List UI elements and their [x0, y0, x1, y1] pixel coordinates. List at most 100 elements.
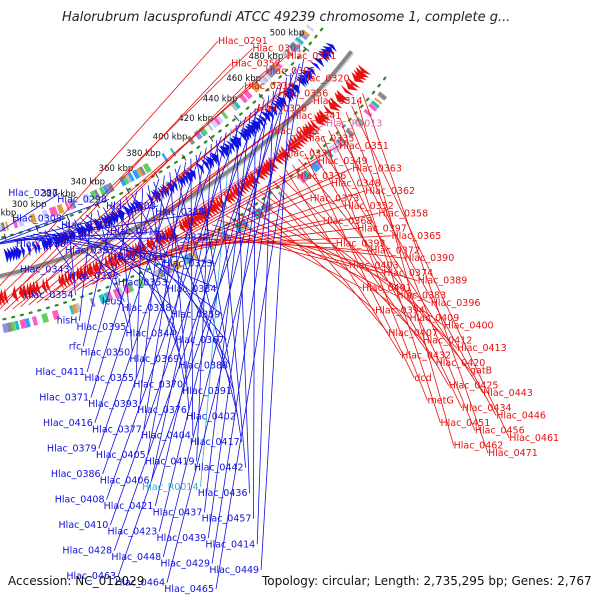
gene-label: Hlac_0436: [198, 488, 248, 499]
cog-block-inner: [200, 126, 209, 136]
ruler-tick-label: 420 kbp: [178, 114, 213, 124]
gene-label: Hlac_0397: [357, 223, 407, 234]
label-leader-line: [351, 105, 510, 439]
gene-label: hisH: [57, 316, 78, 327]
label-leader-line: [143, 161, 186, 430]
label-leader-line: [204, 228, 349, 267]
gene-label: rfc: [69, 341, 81, 352]
gene-label: Hlac_0428: [62, 546, 112, 557]
cog-block-inner: [229, 102, 239, 112]
forward-gene-arrow: [94, 259, 103, 276]
gene-label: dcd: [414, 373, 431, 384]
gene-label: Hlac_0404: [141, 431, 191, 442]
label-leader-line: [0, 218, 65, 244]
label-leader-line: [73, 219, 125, 302]
map-title: Halorubrum lacusprofundi ATCC 49239 chro…: [62, 10, 511, 25]
cog-block-inner: [265, 69, 274, 78]
gene-label: Hlac_0332: [159, 233, 209, 244]
label-leader-line: [235, 124, 250, 494]
cog-block-outer: [377, 91, 388, 101]
reverse-gene-arrow: [150, 190, 158, 204]
gene-label: Hlac_0442: [194, 463, 244, 474]
gene-label: Hlac_0359: [171, 309, 221, 320]
gene-label: Hlac_0367: [175, 335, 225, 346]
forward-gene-arrow: [300, 127, 312, 141]
label-leader-line: [259, 190, 445, 327]
reverse-gene-arrow: [216, 147, 226, 160]
cog-block-inner: [82, 194, 89, 204]
gene-labels: Hlac_0291Hlac_0301Hlac_0321Hlac_0357Hlac…: [8, 36, 559, 595]
reverse-gene-arrow: [132, 200, 140, 214]
label-leader-line: [0, 192, 61, 232]
gene-label: leuS: [102, 297, 123, 308]
gene-label: Hlac_0394: [375, 306, 425, 317]
gene-label: Hlac_0457: [202, 514, 252, 525]
gene-label: Hlac_0439: [157, 533, 207, 544]
forward-gene-arrow: [218, 194, 228, 209]
gene-label: Hlac_0338: [122, 303, 172, 314]
gene-label: Hlac_0417: [190, 437, 240, 448]
gene-label: Hlac_0373: [310, 193, 360, 204]
gene-label: Hlac_0372: [370, 246, 420, 257]
forward-gene-arrow: [117, 250, 125, 267]
reverse-gene-arrow: [200, 158, 210, 172]
forward-gene-arrow: [351, 72, 365, 83]
label-leader-line: [169, 172, 190, 411]
label-leader-line: [108, 204, 227, 341]
label-leader-line: [298, 158, 471, 371]
label-leader-line: [0, 205, 158, 244]
cog-block-inner: [85, 193, 92, 203]
gene-label: Hlac_0312: [61, 220, 111, 231]
gene-label: Hlac_0434: [462, 403, 512, 414]
label-leader-line: [362, 93, 489, 454]
label-leader-line: [117, 68, 296, 577]
cog-block-outer: [368, 103, 378, 112]
ruler-tick-label: 300 kbp: [12, 200, 47, 210]
label-leader-line: [44, 230, 72, 270]
reverse-gene-arrow: [25, 242, 31, 257]
forward-gene-arrow: [28, 281, 35, 299]
ruler-tick: [35, 224, 39, 232]
gene-label: Hlac_0401: [362, 283, 412, 294]
label-leader-line: [20, 85, 245, 308]
forward-gene-arrow: [207, 201, 217, 216]
cog-block-inner: [257, 76, 267, 86]
label-leader-line: [119, 199, 133, 353]
reverse-gene-arrow: [6, 247, 13, 263]
label-leader-line: [100, 160, 318, 282]
label-leader-line: [151, 132, 227, 481]
ruler-tick-label: 440 kbp: [203, 95, 238, 105]
gene-label: Hlac_0348: [331, 178, 381, 189]
label-leader-line: [32, 233, 166, 258]
cog-block-outer: [332, 141, 342, 151]
cog-block-inner: [250, 82, 260, 93]
ruler-tick-label: 320 kbp: [41, 190, 76, 200]
gene-label: Hlac_R0013: [326, 118, 382, 129]
label-leader-line: [82, 202, 116, 347]
label-leader-lines: [0, 40, 510, 590]
forward-gene-arrow: [18, 284, 26, 301]
gene-label: Hlac_0369: [129, 354, 179, 365]
ruler-tick: [181, 154, 187, 161]
ruler-tick: [258, 93, 264, 100]
gene-label: Hlac_0420: [436, 358, 486, 369]
label-leader-line: [216, 140, 246, 468]
gene-label: Hlac_0343: [20, 265, 70, 276]
ruler-tick: [3, 233, 7, 241]
label-leader-line: [260, 72, 292, 570]
gene-label: Hlac_0287: [8, 188, 58, 199]
reverse-gene-arrow: [312, 57, 325, 68]
forward-gene-arrow: [0, 289, 6, 306]
gene-label: Hlac_0448: [111, 552, 161, 563]
ruler-tick-label: 380 kbp: [126, 149, 161, 159]
forward-gene-arrow: [31, 280, 39, 298]
gene-label: Hlac_0425: [449, 381, 499, 392]
gene-label: Hlac_0318: [16, 239, 66, 250]
cog-block-inner: [0, 222, 6, 232]
forward-gene-arrow: [314, 113, 327, 126]
gene-label: Hlac_0416: [43, 418, 93, 429]
cog-block-inner: [64, 201, 71, 211]
label-leader-line: [356, 99, 454, 446]
ruler-tick: [208, 135, 214, 142]
label-leader-line: [84, 145, 340, 288]
